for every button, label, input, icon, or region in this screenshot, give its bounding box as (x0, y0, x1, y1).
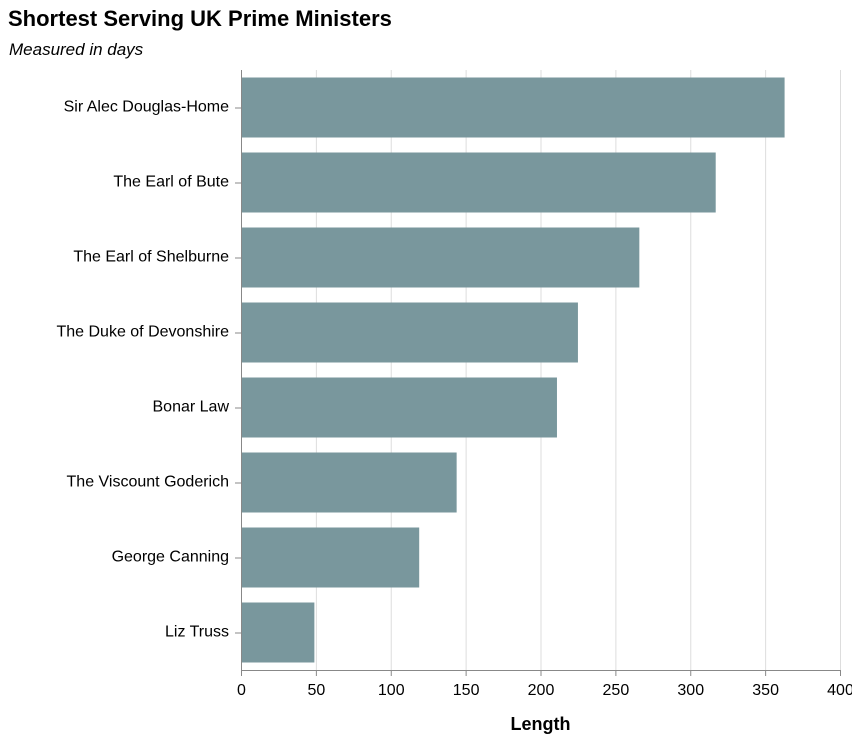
x-tick-label: 400 (827, 682, 852, 699)
bar (241, 227, 640, 288)
bar (241, 452, 457, 513)
bar (241, 152, 716, 213)
bar (241, 377, 557, 438)
x-tick-label: 350 (752, 682, 779, 699)
x-axis-title: Length (511, 714, 571, 734)
y-tick-label: George Canning (112, 549, 229, 566)
bar (241, 77, 785, 138)
x-tick-label: 200 (528, 682, 555, 699)
bars (241, 77, 785, 663)
bar (241, 302, 578, 363)
x-tick-label: 50 (307, 682, 325, 699)
x-tick-label: 250 (603, 682, 630, 699)
y-tick-label: The Earl of Shelburne (73, 249, 229, 266)
y-tick-label: The Viscount Goderich (67, 474, 229, 491)
y-tick-labels: Sir Alec Douglas-Home The Earl of Bute The… (56, 99, 241, 641)
y-tick-label: Bonar Law (153, 399, 230, 416)
x-tick-labels: 0 50 100 150 200 250 300 350 400 (237, 670, 852, 699)
y-tick-label: The Duke of Devonshire (56, 324, 229, 341)
chart-title: Shortest Serving UK Prime Ministers (8, 6, 392, 31)
x-tick-label: 0 (237, 682, 246, 699)
x-tick-label: 100 (378, 682, 405, 699)
chart-subtitle: Measured in days (9, 40, 144, 59)
y-tick-label: The Earl of Bute (113, 174, 229, 191)
y-tick-label: Liz Truss (165, 624, 229, 641)
bar (241, 527, 420, 588)
bar (241, 602, 315, 663)
x-tick-label: 150 (453, 682, 480, 699)
x-tick-label: 300 (677, 682, 704, 699)
y-tick-label: Sir Alec Douglas-Home (64, 99, 230, 116)
